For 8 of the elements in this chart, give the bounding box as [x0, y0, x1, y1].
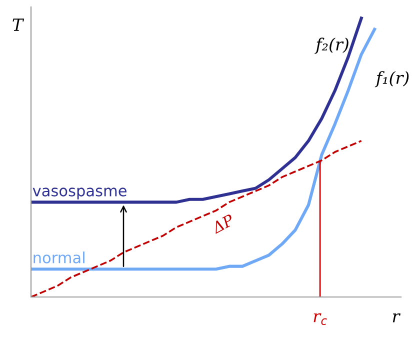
annotation: f₂(r): [314, 38, 348, 54]
annotation: f₁(r): [374, 71, 409, 88]
x-axis-title: r: [392, 313, 401, 322]
text: ΔP: [210, 214, 235, 234]
text: r$_{c}$: [314, 313, 327, 325]
series-label: normal: [34, 252, 84, 264]
y-axis-title: T: [12, 18, 24, 31]
series-label: vasospasme: [32, 188, 126, 200]
